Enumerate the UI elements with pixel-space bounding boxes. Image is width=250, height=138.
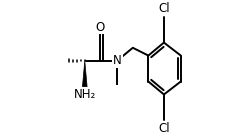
Text: O: O [96, 21, 105, 34]
Text: N: N [113, 54, 122, 67]
Text: Cl: Cl [158, 2, 170, 15]
Polygon shape [82, 61, 87, 87]
Text: NH₂: NH₂ [74, 88, 96, 101]
Text: Cl: Cl [158, 122, 170, 135]
